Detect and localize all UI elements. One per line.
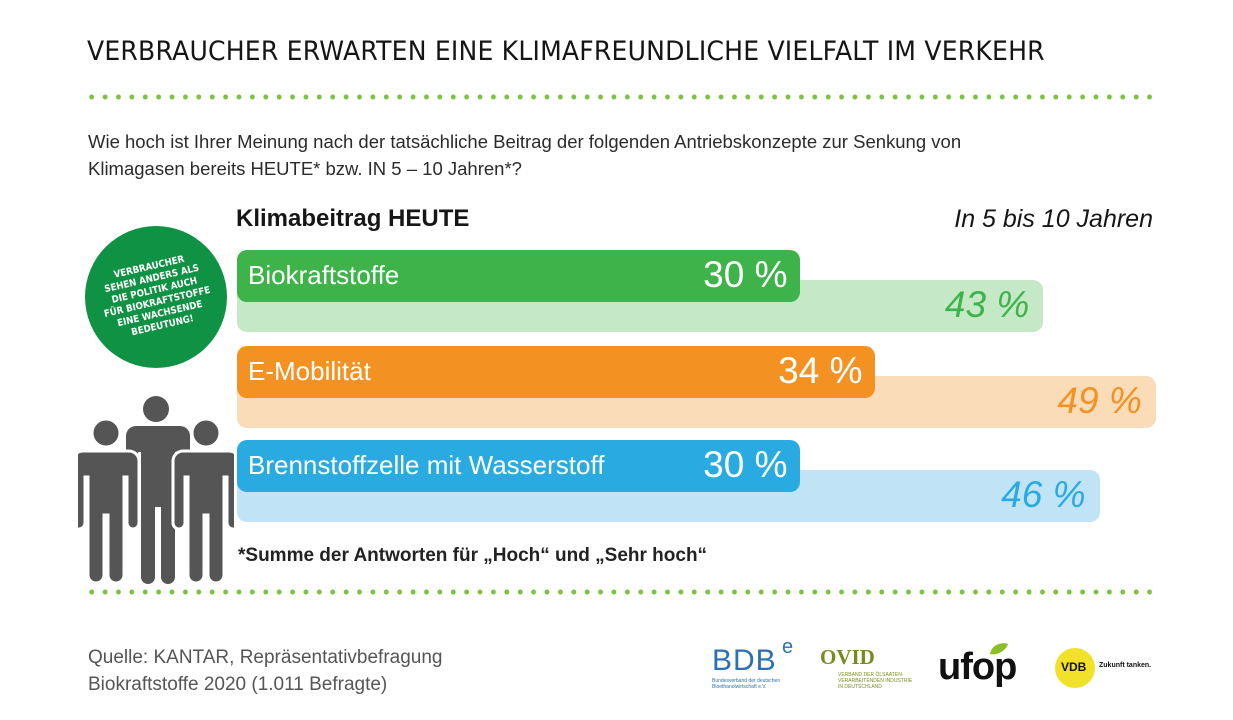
leaf-icon <box>990 643 1008 655</box>
bar-today-value-label: 34 % <box>778 350 863 391</box>
source-line-2: Biokraftstoffe 2020 (1.011 Befragte) <box>88 674 388 695</box>
badge-circle: VERBRAUCHER SEHEN ANDERS ALS DIE POLITIK… <box>85 226 227 368</box>
vdb-logo-tagline: Zukunft tanken. <box>1099 662 1152 669</box>
vdb-logo-circle <box>1055 648 1095 688</box>
ovid-logo-text: OVID <box>820 645 875 669</box>
bar-future-value-label: 43 % <box>944 284 1030 325</box>
bdbe-logo-sup: e <box>782 636 794 658</box>
dotted-divider-top <box>85 94 1157 100</box>
people-group-icon <box>78 396 234 585</box>
bdbe-logo: BDB e Bundesverband der deutschen Bioeth… <box>712 636 812 692</box>
bar-future-value-label: 46 % <box>1001 474 1086 515</box>
bdbe-logo-sub2: Bioethanolwirtschaft e.V. <box>712 684 767 690</box>
bar-today <box>237 250 800 302</box>
dotted-divider-bottom <box>85 589 1157 595</box>
question-line-1: Wie hoch ist Ihrer Meinung nach der tats… <box>88 131 962 152</box>
ufop-logo: ufop <box>938 642 1033 692</box>
bdbe-logo-text: BDB <box>712 644 777 677</box>
source-line-1: Quelle: KANTAR, Repräsentativbefragung <box>88 647 443 668</box>
page-title: VERBRAUCHER ERWARTEN EINE KLIMAFREUNDLIC… <box>87 36 1045 67</box>
footnote: *Summe der Antworten für „Hoch“ und „Seh… <box>238 545 708 566</box>
survey-question: Wie hoch ist Ihrer Meinung nach der tats… <box>88 128 1158 182</box>
bar-today <box>237 440 800 492</box>
ovid-logo-sub3: IN DEUTSCHLAND <box>838 684 882 690</box>
category-label: Biokraftstoffe <box>248 260 400 290</box>
question-line-2: Klimagasen bereits HEUTE* bzw. IN 5 – 10… <box>88 158 522 179</box>
bdbe-logo-sub1: Bundesverband der deutschen <box>712 678 781 684</box>
source-note: Quelle: KANTAR, Repräsentativbefragung B… <box>88 644 443 698</box>
category-label: E-Mobilität <box>248 356 371 386</box>
ufop-logo-text: ufop <box>938 646 1017 688</box>
bar-today-value-label: 30 % <box>703 254 788 295</box>
series-header-future: In 5 bis 10 Jahren <box>954 205 1153 233</box>
bar-today-value-label: 30 % <box>703 444 788 485</box>
badge-text: VERBRAUCHER SEHEN ANDERS ALS DIE POLITIK… <box>90 249 221 346</box>
category-label: Brennstoffzelle mit Wasserstoff <box>248 450 605 480</box>
bar-future-value-label: 49 % <box>1057 380 1142 421</box>
vdb-logo-text: VDB <box>1061 660 1087 674</box>
bar-today <box>237 346 875 398</box>
ovid-logo-sub1: VERBAND DER ÖLSAATEN- <box>838 672 904 678</box>
ovid-logo-sub2: VERARBEITENDEN INDUSTRIE <box>838 678 913 684</box>
vdb-logo: VDB Zukunft tanken. <box>1055 648 1165 692</box>
series-header-today: Klimabeitrag HEUTE <box>236 205 470 232</box>
ovid-logo: OVID VERBAND DER ÖLSAATEN- VERARBEITENDE… <box>820 645 915 690</box>
